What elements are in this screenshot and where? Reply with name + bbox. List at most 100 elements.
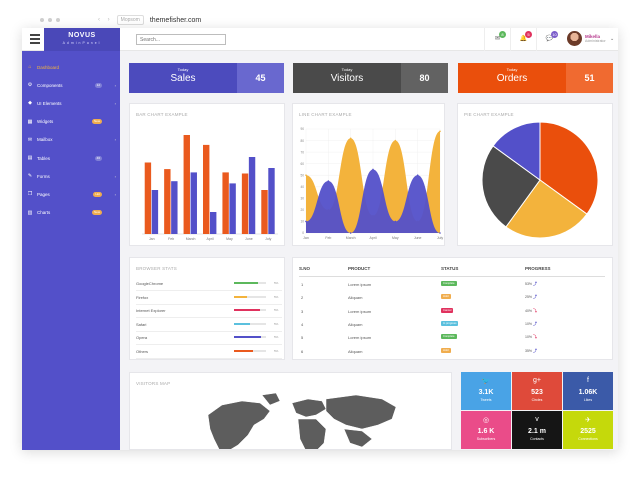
sidebar-item-label: Charts — [37, 210, 51, 216]
social-tile-twitter[interactable]: 🐦 3.1K Tweets — [461, 372, 511, 410]
browser-progress-fill — [234, 295, 247, 298]
maximize-window-dot[interactable] — [56, 18, 60, 22]
pie-slice-0[interactable] — [539, 121, 599, 215]
bar-march-0[interactable] — [183, 135, 190, 234]
social-tile-vimeo[interactable]: v 2.1 m Contacts — [512, 411, 562, 449]
chevron-right-icon[interactable]: › — [114, 137, 116, 143]
line-point[interactable] — [394, 139, 397, 142]
browser-name: Opera — [136, 335, 148, 340]
chevron-right-icon[interactable]: › — [114, 100, 116, 106]
bar-april-0[interactable] — [203, 144, 210, 234]
envelope-icon-glyph: ✉ — [494, 36, 501, 42]
bell-icon-glyph: 🔔 — [519, 36, 528, 42]
google-plus-icon: g+ — [533, 377, 541, 384]
stat-value: 51 — [566, 63, 613, 93]
chevron-right-icon[interactable]: › — [114, 82, 116, 88]
bar-feb-0[interactable] — [164, 169, 171, 234]
world-map[interactable] — [130, 373, 452, 450]
sidebar-item-charts[interactable]: ▥ Charts New — [22, 204, 120, 222]
social-tile-google-plus[interactable]: g+ 523 Circles — [512, 372, 562, 410]
line-point[interactable] — [439, 130, 441, 133]
map-asia — [325, 394, 397, 430]
stat-card-visitors[interactable]: Today Visitors 80 — [293, 63, 448, 93]
bar-chart-title: Bar Chart Example — [136, 112, 188, 117]
browser-percent: 5% — [274, 348, 279, 353]
row-number: 3 — [301, 308, 304, 314]
search-input[interactable] — [136, 34, 226, 45]
chevron-right-icon[interactable]: › — [114, 173, 116, 179]
line-point[interactable] — [394, 220, 397, 223]
envelope-icon[interactable]: ✉ 8 — [484, 28, 510, 51]
line-point[interactable] — [305, 174, 307, 177]
browser-stats-panel: Browser Stats GoogleChrome 5% Firefox 5% Int… — [129, 257, 285, 360]
y-tick-label: 10 — [300, 220, 304, 224]
bar-june-0[interactable] — [241, 173, 249, 235]
pie-slice-1[interactable] — [505, 179, 588, 239]
bar-jan-0[interactable] — [144, 162, 152, 235]
sidebar-item-components[interactable]: ⚙ Components 12 › — [22, 76, 120, 94]
sidebar-item-pages[interactable]: ❐ Pages Hot › — [22, 185, 120, 203]
sidebar-item-dashboard[interactable]: ⌂ Dashboard — [22, 58, 120, 76]
bar-feb-1[interactable] — [171, 181, 178, 234]
line-point[interactable] — [305, 220, 307, 223]
table-header-status[interactable]: STATUS — [441, 266, 459, 271]
chat-icon[interactable]: 💬 10 — [536, 28, 562, 51]
bar-march-1[interactable] — [190, 172, 197, 234]
table-header-sno[interactable]: S.NO — [299, 266, 311, 271]
line-point[interactable] — [439, 232, 441, 234]
stat-card-orders[interactable]: Today Orders 51 — [458, 63, 613, 93]
chat-icon-glyph: 💬 — [545, 36, 554, 42]
sidebar-item-tables[interactable]: ▤ Tables 46 — [22, 149, 120, 167]
address-bar[interactable]: Mopsom themefisher.com — [116, 15, 201, 25]
area-series-1[interactable] — [306, 169, 440, 233]
pie-slice-3[interactable] — [492, 121, 541, 181]
diamond-icon: ◆ — [28, 100, 32, 107]
line-point[interactable] — [349, 137, 352, 140]
table-header-product[interactable]: PRODUCT — [348, 266, 371, 271]
table-row[interactable]: 2 Aliquam Hold 25%⤴ — [299, 291, 605, 304]
line-point[interactable] — [327, 180, 330, 182]
bar-jan-1[interactable] — [151, 190, 159, 234]
bar-july-0[interactable] — [261, 190, 268, 234]
bar-may-0[interactable] — [222, 172, 229, 234]
bell-icon[interactable]: 🔔 5 — [510, 28, 536, 51]
table-row[interactable]: 4 Aliquam In progress 10%⤴ — [299, 318, 605, 331]
table-row[interactable]: 1 Lorem ipsum Complete 53%⤴ — [299, 278, 605, 291]
sidebar-item-ui-elements[interactable]: ◆ UI Elements › — [22, 94, 120, 112]
browser-progress-fill — [234, 349, 254, 352]
chevron-right-icon[interactable]: › — [114, 191, 116, 197]
sidebar-item-widgets[interactable]: ▦ Widgets New — [22, 113, 120, 131]
table-header-progress[interactable]: PROGRESS — [525, 266, 551, 271]
bar-may-1[interactable] — [229, 183, 236, 234]
social-tile-facebook[interactable]: f 1.06K Likes — [563, 372, 613, 410]
stat-card-sales[interactable]: Today Sales 45 — [129, 63, 284, 93]
bar-april-1[interactable] — [210, 212, 217, 234]
line-point[interactable] — [416, 174, 419, 177]
x-tick-label: March — [186, 237, 196, 241]
bar-july-1[interactable] — [268, 168, 275, 234]
avatar[interactable] — [567, 31, 582, 46]
social-value: 2.1 m — [528, 428, 546, 435]
table-row[interactable]: 5 Lorem ipsum Complete 10%⤵ — [299, 331, 605, 344]
minimize-window-dot[interactable] — [48, 18, 52, 22]
map-north-america — [207, 400, 271, 449]
chevron-down-icon[interactable]: ⌄ — [610, 36, 615, 42]
brand-logo[interactable]: NOVUS AdminPanel — [44, 28, 120, 51]
pie-slice-2[interactable] — [481, 145, 541, 228]
line-point[interactable] — [349, 232, 352, 234]
sidebar-item-label: Forms — [37, 173, 50, 179]
table-row[interactable]: 6 Aliquam Hold 35%⤴ — [299, 345, 605, 358]
foursquare-icon: ✈ — [585, 417, 591, 424]
sidebar-item-mailbox[interactable]: ✉ Mailbox › — [22, 131, 120, 149]
line-point[interactable] — [372, 168, 374, 171]
sidebar-badge: New — [91, 119, 102, 125]
user-menu[interactable]: Mikella Administrator — [567, 31, 606, 46]
bar-june-1[interactable] — [248, 157, 256, 234]
sidebar-item-forms[interactable]: ✎ Forms › — [22, 167, 120, 185]
close-window-dot[interactable] — [40, 18, 44, 22]
menu-toggle-icon[interactable] — [30, 34, 40, 44]
social-tile-foursquare[interactable]: ✈ 2525 Connections — [563, 411, 613, 449]
nav-arrows-icon[interactable]: ‹ › — [98, 17, 113, 23]
table-row[interactable]: 3 Lorem ipsum Cancel 40%⤵ — [299, 305, 605, 318]
social-tile-dribbble[interactable]: ◎ 1.6 K Subscribers — [461, 411, 511, 449]
